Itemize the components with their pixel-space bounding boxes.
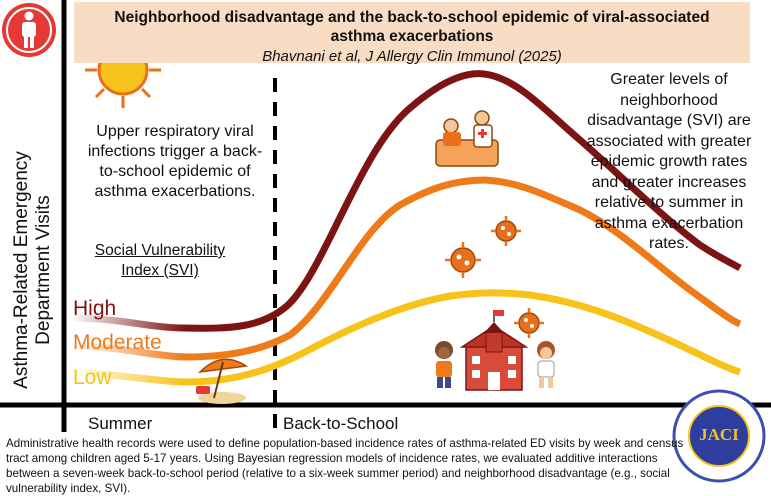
title-banner: Neighborhood disadvantage and the back-t… bbox=[74, 2, 750, 65]
x-label-summer: Summer bbox=[88, 414, 153, 433]
diagram-title: Neighborhood disadvantage and the back-t… bbox=[114, 9, 710, 45]
level-label-low: Low bbox=[73, 366, 112, 389]
beach-umbrella-icon bbox=[196, 358, 249, 404]
low-svi-curve bbox=[184, 289, 741, 386]
high-svi-curve bbox=[184, 70, 742, 332]
doctor-patient-icon bbox=[435, 110, 499, 167]
virus-spikes bbox=[445, 216, 544, 338]
high-curve-leadin bbox=[69, 314, 186, 332]
svi-legend-title: Social Vulnerability Index (SVI) bbox=[94, 242, 226, 279]
moderate-svi-curve bbox=[184, 176, 742, 361]
moderate-curve-leadin bbox=[69, 342, 186, 361]
logo-text: JACI bbox=[699, 425, 739, 444]
level-label-moderate: Moderate bbox=[73, 331, 162, 354]
viral-infection-note: Upper respiratory viral infections trigg… bbox=[87, 123, 263, 200]
school-icon bbox=[459, 310, 529, 391]
virus-dots bbox=[456, 226, 534, 328]
jaci-logo bbox=[672, 389, 766, 483]
methods-caption: Administrative health records were used … bbox=[6, 437, 684, 495]
level-label-high: High bbox=[73, 297, 117, 320]
person-icon bbox=[2, 3, 56, 57]
svi-finding-note: Greater levels of neighborhood disadvant… bbox=[586, 71, 752, 252]
y-axis-label: Asthma-Related Emergency Department Visi… bbox=[11, 151, 54, 389]
citation: Bhavnani et al, J Allergy Clin Immunol (… bbox=[262, 48, 562, 65]
x-label-back-to-school: Back-to-School bbox=[283, 414, 399, 433]
low-curve-leadin bbox=[69, 368, 186, 386]
child-icon bbox=[435, 341, 555, 388]
